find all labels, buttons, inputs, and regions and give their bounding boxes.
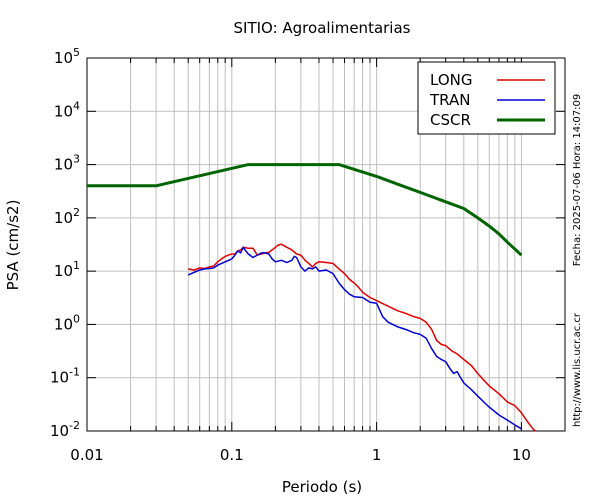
legend-label-tran: TRAN — [429, 91, 470, 109]
x-tick-label: 0.01 — [70, 446, 103, 464]
chart-title: SITIO: Agroalimentarias — [234, 19, 411, 37]
y-tick-label: 100 — [54, 312, 80, 333]
series-line-long — [188, 243, 536, 432]
x-tick-label: 1 — [372, 446, 382, 464]
y-tick-label: 103 — [54, 153, 80, 174]
series-line-cscr — [87, 163, 523, 257]
y-tick-label: 101 — [54, 259, 80, 280]
y-tick-label: 10-1 — [50, 366, 80, 387]
x-tick-label: 0.1 — [220, 446, 244, 464]
plot-frame — [86, 57, 566, 432]
legend: LONG TRAN CSCR — [417, 61, 556, 135]
legend-label-cscr: CSCR — [430, 111, 471, 129]
date-stamp: Fecha: 2025-07-06 Hora: 14:07:09 — [572, 94, 583, 267]
y-tick-label: 104 — [54, 99, 80, 120]
y-tick-label: 10-2 — [50, 419, 80, 440]
grid — [87, 58, 565, 431]
axes: 0.01 0.1 1 10 10-2 10-1 100 101 102 103 104 105 — [50, 46, 566, 464]
y-tick-label: 105 — [54, 46, 80, 67]
y-axis-label: PSA (cm/s2) — [4, 200, 22, 291]
series-line-tran — [187, 246, 522, 430]
source-url: http://www.lis.ucr.ac.cr — [572, 312, 583, 427]
x-axis-label: Periodo (s) — [282, 478, 362, 496]
y-tick-label: 102 — [54, 206, 80, 227]
series-group — [87, 163, 536, 432]
legend-label-long: LONG — [430, 71, 472, 89]
legend-box — [417, 61, 556, 135]
x-tick-label: 10 — [512, 446, 531, 464]
